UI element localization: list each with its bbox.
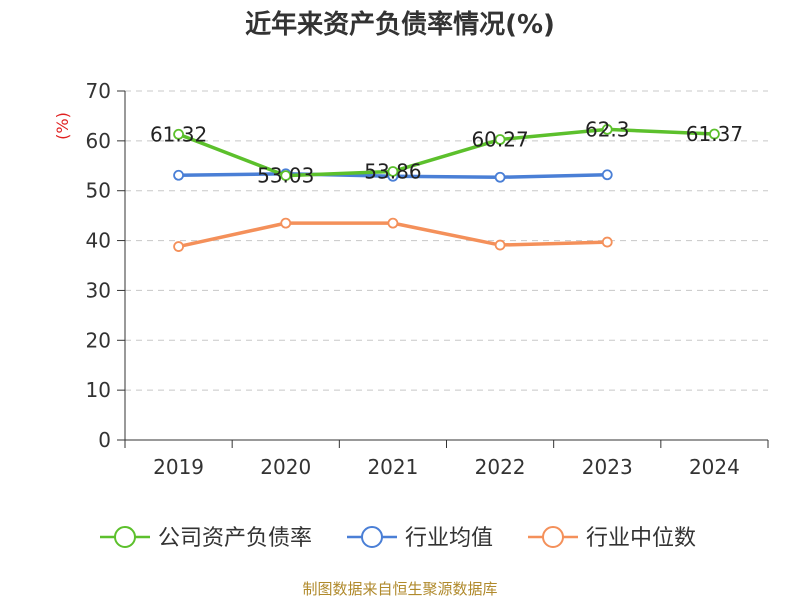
data-label: 60.27 xyxy=(471,128,528,152)
y-tick-label: 70 xyxy=(86,79,111,103)
data-point xyxy=(280,217,292,229)
legend-marker-icon xyxy=(114,526,136,548)
legend-label: 行业均值 xyxy=(405,526,493,551)
legend-item[interactable]: 行业均值 xyxy=(347,526,493,551)
legend-item[interactable]: 行业中位数 xyxy=(528,526,696,551)
legend: 公司资产负债率 行业均值 行业中位数 xyxy=(100,526,696,551)
data-point xyxy=(387,166,399,177)
source-note: 制图数据来自恒生聚源数据库 xyxy=(302,580,498,598)
data-point xyxy=(280,170,292,182)
data-point xyxy=(601,236,613,248)
series-line xyxy=(176,127,717,178)
y-tick-label: 60 xyxy=(86,129,111,153)
y-tick-label: 10 xyxy=(86,378,111,402)
legend-marker-icon xyxy=(542,526,564,548)
data-point xyxy=(173,169,184,181)
legend-label: 行业中位数 xyxy=(586,526,696,551)
data-point xyxy=(173,128,184,140)
data-label: 53.03 xyxy=(257,164,314,188)
data-label: 62.3 xyxy=(585,117,630,141)
x-tick-label: 2022 xyxy=(475,455,526,479)
data-point xyxy=(173,241,184,252)
x-tick-label: 2021 xyxy=(367,455,418,479)
axes: 0 10 20 30 40 50 60 70 (%) 2019 2020 2021 2022 2023 20… xyxy=(53,79,769,479)
y-tick-label: 30 xyxy=(86,278,111,302)
data-label: 61.32 xyxy=(150,122,207,146)
data-point xyxy=(709,128,720,140)
data-label: 53.86 xyxy=(364,159,421,183)
chart-title: 近年来资产负债率情况(%) xyxy=(245,10,555,40)
legend-label: 公司资产负债率 xyxy=(158,526,312,551)
y-tick-label: 50 xyxy=(86,179,111,203)
x-tick-label: 2019 xyxy=(153,455,204,479)
legend-marker-icon xyxy=(361,526,383,548)
x-tick-label: 2024 xyxy=(689,455,740,479)
data-point xyxy=(494,171,506,183)
x-tick-label: 2020 xyxy=(260,455,311,479)
grid-lines xyxy=(125,90,768,391)
series-group xyxy=(173,123,720,252)
data-labels: 61.32 53.03 53.86 60.27 62.3 61.37 xyxy=(150,117,743,187)
y-tick-label: 40 xyxy=(86,229,111,253)
x-tick-label: 2023 xyxy=(582,455,633,479)
data-point xyxy=(387,217,399,229)
data-point xyxy=(494,134,506,145)
data-point xyxy=(601,169,613,181)
data-label: 61.37 xyxy=(686,122,743,146)
y-axis-label: (%) xyxy=(53,112,72,140)
y-tick-label: 20 xyxy=(86,328,111,352)
y-tick-label: 0 xyxy=(98,428,111,452)
data-point xyxy=(494,239,506,251)
legend-item[interactable]: 公司资产负债率 xyxy=(100,526,312,551)
data-point xyxy=(601,123,613,135)
